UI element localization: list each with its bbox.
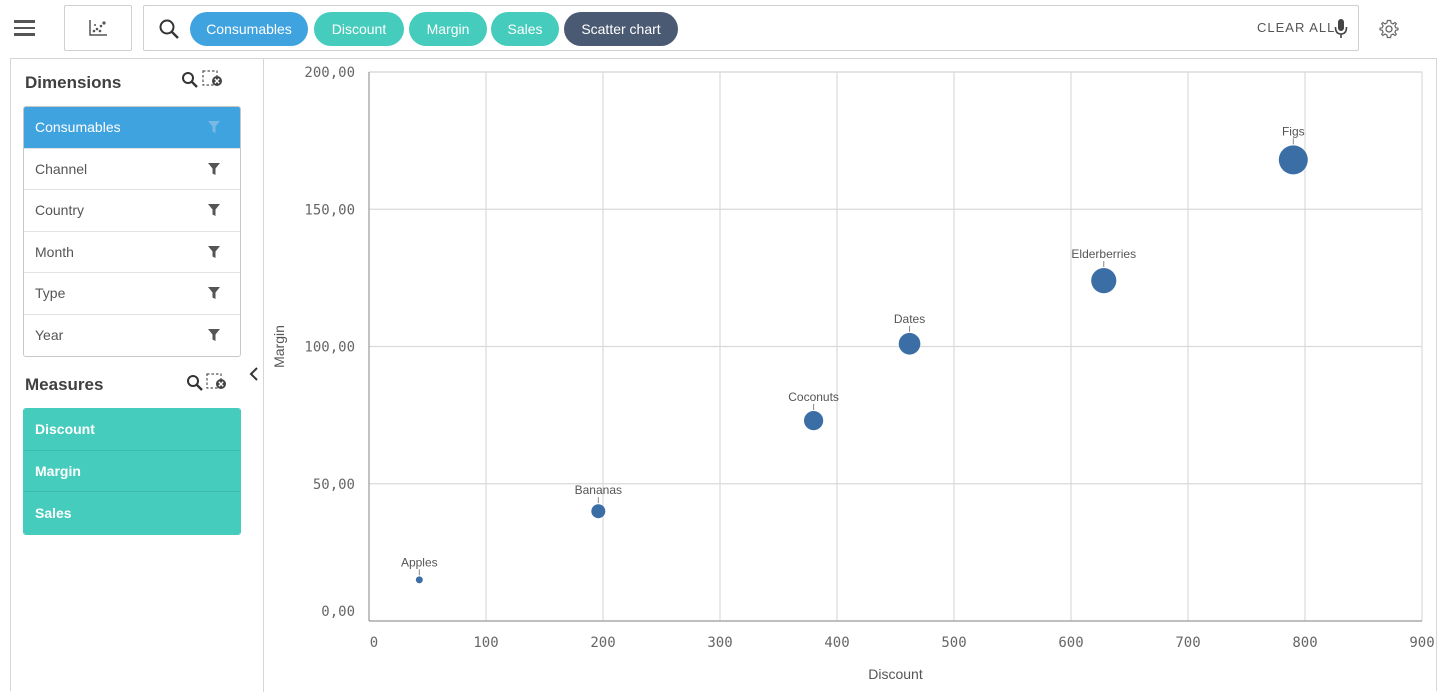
dimensions-title: Dimensions bbox=[25, 73, 122, 92]
filter-icon[interactable] bbox=[208, 121, 220, 134]
chip-margin[interactable]: Margin bbox=[409, 12, 487, 46]
point-label: Bananas bbox=[575, 483, 622, 497]
point-label: Figs bbox=[1282, 124, 1305, 138]
scatter-point[interactable] bbox=[803, 411, 824, 431]
gear-icon[interactable] bbox=[1378, 18, 1400, 40]
visualization-type-button[interactable] bbox=[64, 5, 132, 51]
search-icon[interactable] bbox=[186, 374, 204, 392]
x-tick-label: 700 bbox=[1175, 635, 1200, 651]
point-label: Coconuts bbox=[788, 390, 839, 404]
scatter-point[interactable] bbox=[1278, 145, 1308, 175]
x-tick-label: 400 bbox=[824, 635, 849, 651]
scatter-chart-icon bbox=[89, 20, 107, 36]
dimension-label: Type bbox=[35, 285, 66, 302]
filter-icon[interactable] bbox=[208, 204, 220, 217]
x-tick-label: 100 bbox=[473, 635, 498, 651]
dimension-item-month[interactable]: Month bbox=[24, 231, 240, 273]
dimension-label: Year bbox=[35, 327, 64, 344]
scatter-point[interactable] bbox=[415, 576, 423, 584]
dimension-label: Consumables bbox=[35, 119, 121, 136]
dimension-item-country[interactable]: Country bbox=[24, 190, 240, 232]
hamburger-icon[interactable] bbox=[8, 12, 40, 44]
clear-selection-icon[interactable] bbox=[202, 70, 224, 88]
dimension-label: Month bbox=[35, 243, 74, 260]
dimension-item-year[interactable]: Year bbox=[24, 314, 240, 356]
chip-discount[interactable]: Discount bbox=[314, 12, 404, 46]
dimension-item-channel[interactable]: Channel bbox=[24, 148, 240, 190]
point-label: Apples bbox=[401, 555, 438, 569]
x-axis-title: Discount bbox=[868, 666, 923, 682]
dimension-item-type[interactable]: Type bbox=[24, 273, 240, 315]
measure-item-sales[interactable]: Sales bbox=[24, 492, 240, 534]
sidebar: Dimensions Consumables Channel Country bbox=[11, 59, 264, 692]
x-tick-label: 800 bbox=[1292, 635, 1317, 651]
dimension-label: Country bbox=[35, 202, 85, 219]
clear-selection-icon[interactable] bbox=[206, 373, 228, 391]
y-tick-label: 100,00 bbox=[304, 340, 355, 356]
dimensions-list: Consumables Channel Country Month Type Y… bbox=[23, 106, 241, 357]
scatter-point[interactable] bbox=[1091, 268, 1117, 294]
point-label: Elderberries bbox=[1071, 247, 1136, 261]
x-tick-label: 0 bbox=[370, 635, 378, 651]
scatter-chart: 0 100 200 300 400 500 600 700 800 900 0,00 50,00 100… bbox=[265, 59, 1437, 692]
measures-title: Measures bbox=[25, 375, 104, 394]
microphone-icon[interactable] bbox=[1334, 18, 1348, 40]
search-icon[interactable] bbox=[181, 71, 199, 89]
scatter-point[interactable] bbox=[591, 504, 606, 519]
x-tick-label: 200 bbox=[590, 635, 615, 651]
y-tick-label: 200,00 bbox=[304, 65, 355, 81]
x-tick-label: 900 bbox=[1409, 635, 1434, 651]
x-tick-label: 500 bbox=[941, 635, 966, 651]
y-tick-label: 150,00 bbox=[304, 202, 355, 218]
point-label: Dates bbox=[894, 312, 925, 326]
y-tick-label: 50,00 bbox=[313, 477, 355, 493]
measure-item-margin[interactable]: Margin bbox=[24, 450, 240, 492]
chip-consumables[interactable]: Consumables bbox=[190, 12, 308, 46]
filter-icon[interactable] bbox=[208, 245, 220, 259]
search-bar[interactable]: Consumables Discount Margin Sales Scatte… bbox=[143, 5, 1359, 51]
chip-sales[interactable]: Sales bbox=[491, 12, 559, 46]
chevron-left-icon[interactable] bbox=[247, 364, 261, 384]
x-tick-label: 300 bbox=[707, 635, 732, 651]
search-icon[interactable] bbox=[158, 18, 180, 40]
filter-icon[interactable] bbox=[208, 162, 220, 176]
scatter-point[interactable] bbox=[898, 332, 921, 355]
main-panel: Dimensions Consumables Channel Country bbox=[10, 58, 1437, 692]
scatter-chart-canvas: 0 100 200 300 400 500 600 700 800 900 0,00 50,00 100… bbox=[271, 65, 1435, 682]
top-toolbar: Consumables Discount Margin Sales Scatte… bbox=[0, 0, 1446, 58]
y-tick-label: 0,00 bbox=[321, 604, 355, 620]
y-axis-title: Margin bbox=[271, 325, 287, 368]
measure-item-discount[interactable]: Discount bbox=[24, 409, 240, 451]
clear-all-button[interactable]: CLEAR ALL bbox=[1257, 20, 1336, 35]
x-tick-label: 600 bbox=[1058, 635, 1083, 651]
dimension-label: Channel bbox=[35, 160, 88, 177]
filter-icon[interactable] bbox=[208, 287, 220, 300]
filter-icon[interactable] bbox=[208, 328, 220, 342]
chip-scatter-chart[interactable]: Scatter chart bbox=[564, 12, 678, 46]
measures-list: Discount Margin Sales bbox=[23, 408, 241, 535]
dimension-item-consumables[interactable]: Consumables bbox=[24, 107, 240, 149]
